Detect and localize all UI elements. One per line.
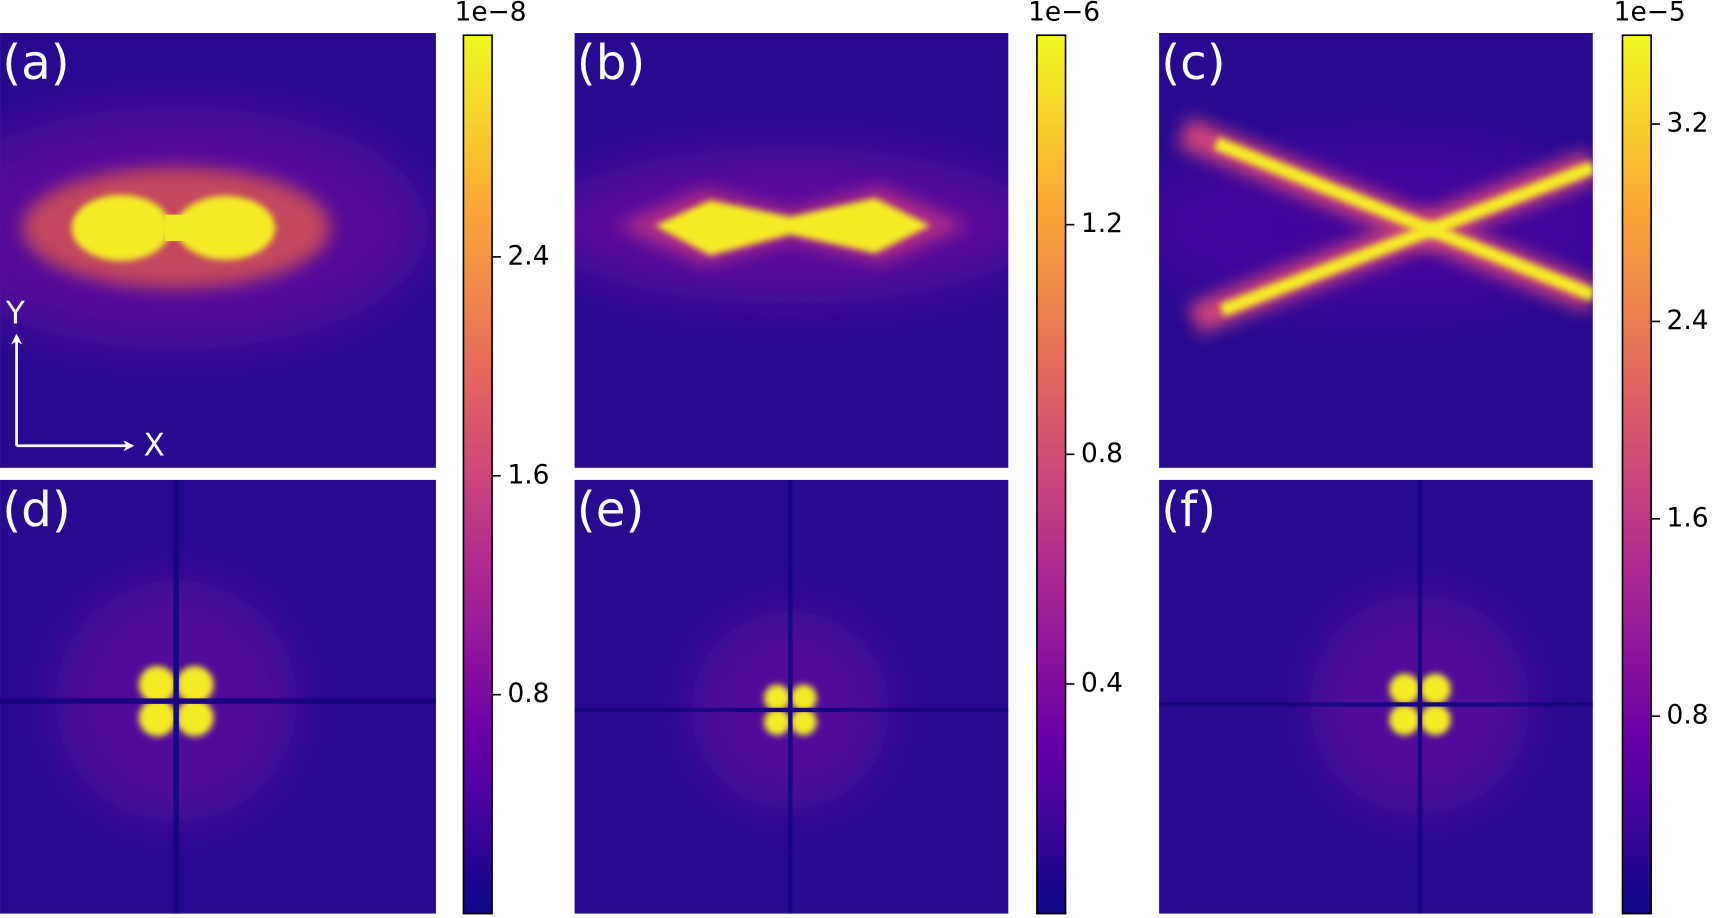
colorbar-tick-label: 0.8 — [1081, 438, 1123, 469]
colorbar-offset-label: 1e−6 — [1028, 0, 1100, 28]
heatmap-a-field — [0, 106, 430, 349]
panel-label: (e) — [577, 482, 645, 538]
axis-arrows — [11, 333, 135, 452]
heatmap-d-field — [0, 479, 436, 914]
y-axis-label: Y — [5, 295, 25, 331]
colorbar — [1621, 34, 1652, 915]
colorbar — [1036, 34, 1067, 915]
colorbar-tick-label: 1.6 — [507, 459, 549, 490]
colorbar-tick-label: 0.8 — [1667, 700, 1709, 731]
colorbar-tick-label: 3.2 — [1667, 108, 1709, 139]
x-axis-label: X — [144, 427, 165, 463]
heatmap-b-field — [574, 148, 1009, 303]
colorbar-tick-label: 2.4 — [1667, 305, 1709, 336]
panel-label: (a) — [2, 35, 69, 91]
colorbar-tick-label: 1.2 — [1081, 208, 1123, 239]
colorbar — [462, 34, 493, 915]
panel-label: (b) — [577, 35, 646, 91]
heatmap-e-field — [574, 479, 1009, 914]
panel-label: (d) — [2, 482, 71, 538]
panel-label: (c) — [1161, 35, 1225, 91]
panel-label: (f) — [1161, 482, 1216, 538]
heatmap-f-field — [1159, 479, 1593, 914]
colorbar-tick-label: 1.6 — [1667, 502, 1709, 533]
colorbar-offset-label: 1e−8 — [455, 0, 527, 28]
colorbar-tick-label: 0.4 — [1081, 667, 1123, 698]
heatmap-c-field — [1159, 117, 1593, 334]
colorbar-tick-label: 2.4 — [507, 240, 549, 271]
colorbar-tick-label: 0.8 — [507, 678, 549, 709]
colorbar-offset-label: 1e−5 — [1614, 0, 1686, 28]
